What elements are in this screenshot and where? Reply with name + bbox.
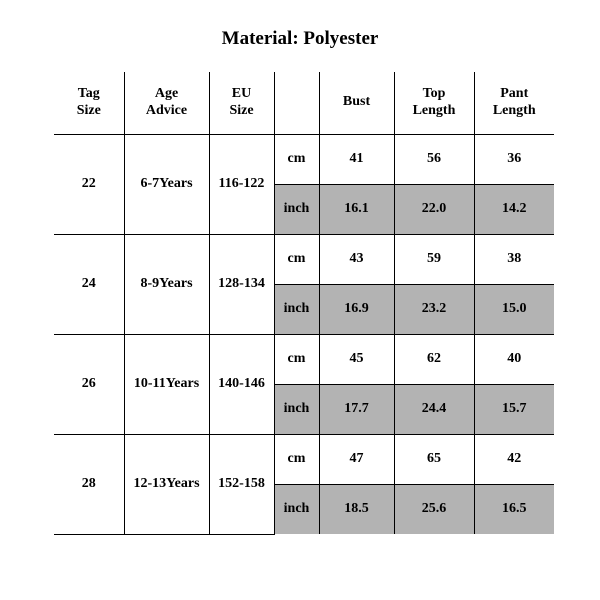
unit-cell: cm: [274, 134, 319, 184]
bust-cm-cell: 43: [319, 234, 394, 284]
unit-cell: inch: [274, 184, 319, 234]
top-inch-cell: 24.4: [394, 384, 474, 434]
bust-inch-cell: 16.1: [319, 184, 394, 234]
table-header-row: TagSizeAgeAdviceEUSize BustTopLengthPantL…: [54, 72, 554, 134]
size-table: TagSizeAgeAdviceEUSize BustTopLengthPantL…: [54, 72, 554, 535]
col-header: Bust: [319, 72, 394, 134]
table-row: 248-9Years128-134cm435938: [54, 234, 554, 284]
top-inch-cell: 23.2: [394, 284, 474, 334]
age-advice-cell: 8-9Years: [124, 234, 209, 334]
pant-inch-cell: 14.2: [474, 184, 554, 234]
eu-size-cell: 152-158: [209, 434, 274, 534]
bust-inch-cell: 18.5: [319, 484, 394, 534]
top-inch-cell: 25.6: [394, 484, 474, 534]
size-table-wrapper: TagSizeAgeAdviceEUSize BustTopLengthPantL…: [0, 72, 600, 535]
col-header: AgeAdvice: [124, 72, 209, 134]
unit-cell: cm: [274, 234, 319, 284]
top-cm-cell: 62: [394, 334, 474, 384]
page-title: Material: Polyester: [0, 0, 600, 72]
unit-cell: cm: [274, 334, 319, 384]
table-row: 2610-11Years140-146cm456240: [54, 334, 554, 384]
col-header: EUSize: [209, 72, 274, 134]
col-header: TopLength: [394, 72, 474, 134]
col-header: [274, 72, 319, 134]
pant-inch-cell: 15.0: [474, 284, 554, 334]
age-advice-cell: 12-13Years: [124, 434, 209, 534]
tag-size-cell: 28: [54, 434, 124, 534]
bust-cm-cell: 45: [319, 334, 394, 384]
eu-size-cell: 128-134: [209, 234, 274, 334]
bust-inch-cell: 16.9: [319, 284, 394, 334]
table-row: 226-7Years116-122cm415636: [54, 134, 554, 184]
col-header: TagSize: [54, 72, 124, 134]
eu-size-cell: 140-146: [209, 334, 274, 434]
top-cm-cell: 65: [394, 434, 474, 484]
pant-inch-cell: 15.7: [474, 384, 554, 434]
bust-inch-cell: 17.7: [319, 384, 394, 434]
unit-cell: inch: [274, 484, 319, 534]
pant-cm-cell: 38: [474, 234, 554, 284]
unit-cell: inch: [274, 384, 319, 434]
age-advice-cell: 6-7Years: [124, 134, 209, 234]
pant-cm-cell: 40: [474, 334, 554, 384]
top-cm-cell: 59: [394, 234, 474, 284]
unit-cell: cm: [274, 434, 319, 484]
col-header: PantLength: [474, 72, 554, 134]
top-cm-cell: 56: [394, 134, 474, 184]
unit-cell: inch: [274, 284, 319, 334]
bust-cm-cell: 41: [319, 134, 394, 184]
pant-cm-cell: 42: [474, 434, 554, 484]
table-row: 2812-13Years152-158cm476542: [54, 434, 554, 484]
tag-size-cell: 24: [54, 234, 124, 334]
pant-cm-cell: 36: [474, 134, 554, 184]
tag-size-cell: 22: [54, 134, 124, 234]
eu-size-cell: 116-122: [209, 134, 274, 234]
top-inch-cell: 22.0: [394, 184, 474, 234]
tag-size-cell: 26: [54, 334, 124, 434]
bust-cm-cell: 47: [319, 434, 394, 484]
pant-inch-cell: 16.5: [474, 484, 554, 534]
age-advice-cell: 10-11Years: [124, 334, 209, 434]
